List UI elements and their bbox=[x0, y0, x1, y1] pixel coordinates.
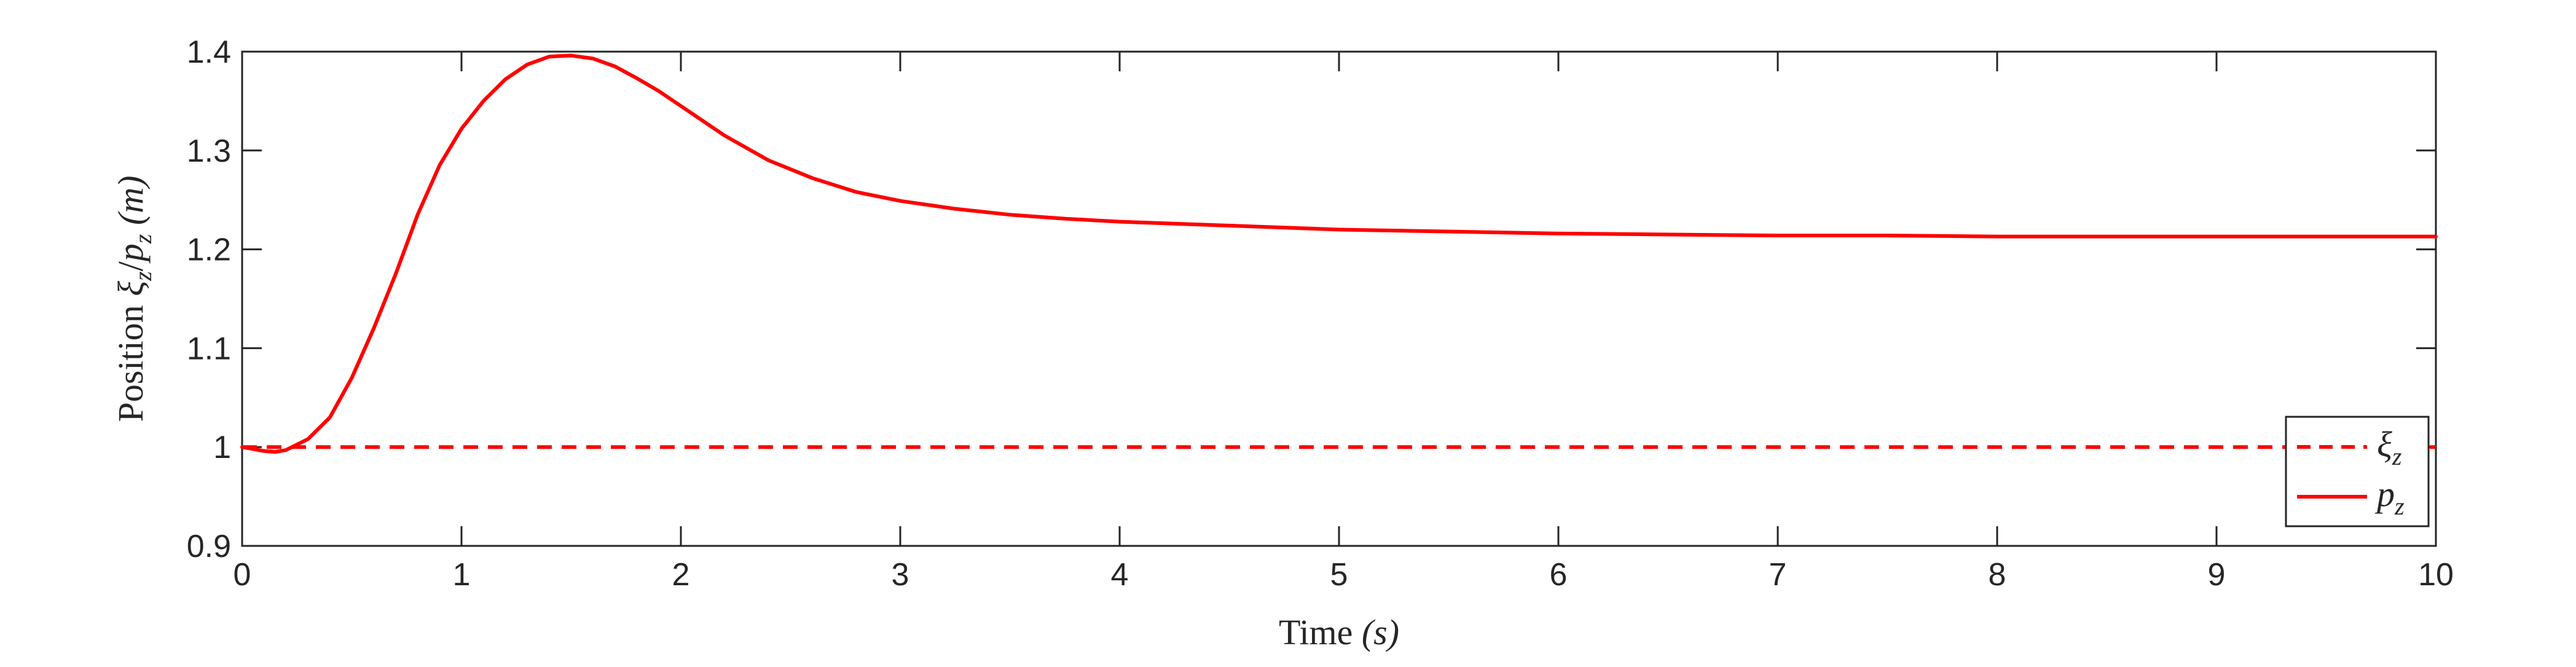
y-axis-label: Position ξz/pz (m) bbox=[111, 176, 157, 422]
legend-label-xi-sub: z bbox=[2392, 443, 2402, 470]
y-tick-label: 0.9 bbox=[187, 529, 231, 564]
series-p-line bbox=[240, 53, 2438, 454]
y-tick-label: 1.4 bbox=[187, 34, 231, 70]
legend-label-xi-main: ξ bbox=[2377, 424, 2392, 464]
x-axis-ticks: 0 1 2 3 4 5 6 7 8 9 10 bbox=[234, 52, 2454, 593]
y-axis-label-unit: (m) bbox=[111, 176, 151, 234]
x-tick-label: 10 bbox=[2418, 557, 2454, 593]
legend-label-p-main: p bbox=[2374, 474, 2395, 514]
y-axis-label-xi: ξ bbox=[111, 281, 151, 296]
x-tick-label: 0 bbox=[234, 557, 251, 593]
y-tick-label: 1.1 bbox=[187, 331, 231, 366]
y-axis-label-z1: z bbox=[129, 271, 157, 282]
x-tick-label: 1 bbox=[453, 557, 471, 593]
x-tick-label: 2 bbox=[672, 557, 690, 593]
x-tick-label: 7 bbox=[1769, 557, 1787, 593]
y-axis-label-text: Position bbox=[111, 296, 151, 422]
y-tick-label: 1 bbox=[213, 430, 231, 465]
x-tick-label: 6 bbox=[1550, 557, 1568, 593]
legend-label-xi: ξz bbox=[2377, 424, 2402, 470]
legend-label-p: pz bbox=[2374, 474, 2405, 520]
y-axis-ticks: 0.9 1 1.1 1.2 1.3 1.4 bbox=[187, 34, 2436, 564]
x-tick-label: 9 bbox=[2208, 557, 2226, 593]
y-axis-label-z2: z bbox=[129, 234, 157, 244]
x-tick-label: 3 bbox=[892, 557, 909, 593]
x-axis-label: Time (s) bbox=[1279, 612, 1399, 652]
x-axis-label-unit: (s) bbox=[1362, 612, 1399, 652]
legend-box bbox=[2285, 416, 2430, 527]
x-tick-label: 8 bbox=[1989, 557, 2006, 593]
legend: ξz pz bbox=[2285, 416, 2430, 527]
x-axis-label-text: Time bbox=[1279, 612, 1362, 652]
series-layer bbox=[240, 53, 2438, 454]
y-tick-label: 1.2 bbox=[187, 232, 231, 268]
y-axis-label-p: p bbox=[111, 243, 151, 264]
y-axis-label-slash: / bbox=[111, 261, 151, 271]
legend-label-p-sub: z bbox=[2394, 492, 2405, 520]
x-tick-label: 5 bbox=[1330, 557, 1348, 593]
y-tick-label: 1.3 bbox=[187, 133, 231, 169]
x-tick-label: 4 bbox=[1111, 557, 1129, 593]
